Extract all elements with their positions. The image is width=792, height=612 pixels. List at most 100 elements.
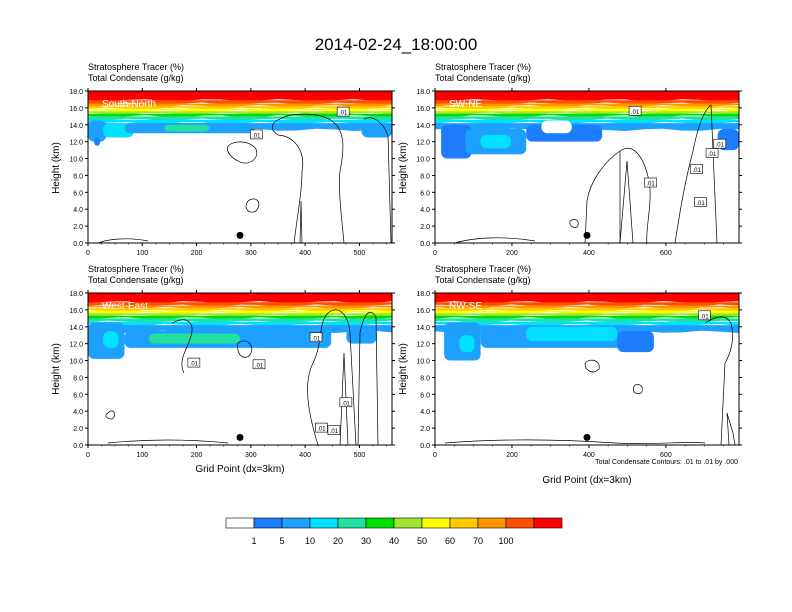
- contour-label-box: [628, 105, 642, 116]
- tracer-band: [88, 305, 392, 310]
- tracer-field: [435, 91, 739, 243]
- y-tick-label: 4.0: [420, 207, 430, 214]
- x-tick-label: 200: [506, 250, 518, 257]
- condensate-contour: [357, 312, 379, 445]
- y-tick-label: 4.0: [73, 409, 83, 416]
- y-tick-label: 4.0: [420, 409, 430, 416]
- colorbar-swatch: [505, 517, 535, 529]
- y-tick-label: 0.0: [73, 443, 83, 450]
- tracer-blob: [88, 120, 107, 142]
- y-tick-label: 2.0: [420, 426, 430, 433]
- colorbar-label: 20: [333, 536, 343, 546]
- tracer-band: [88, 108, 392, 113]
- contour-label-box: [315, 422, 328, 433]
- condensate-contour: [726, 412, 736, 445]
- contour-label-box: [309, 332, 323, 343]
- tracer-band: [88, 91, 392, 102]
- location-marker: [583, 433, 591, 441]
- contour-label: .01: [252, 133, 261, 139]
- x-tick-label: 600: [660, 250, 672, 257]
- contour-label: .01: [646, 182, 655, 188]
- tracer-field: [88, 293, 392, 445]
- x-tick-label: 200: [506, 452, 518, 459]
- x-tick-label: 300: [245, 250, 257, 257]
- y-tick-label: 2.0: [73, 426, 83, 433]
- contour-label: .01: [317, 427, 326, 433]
- tracer-band: [435, 91, 739, 102]
- y-tick-label: 16.0: [416, 106, 430, 113]
- tracer-blob: [255, 326, 332, 348]
- contour-label: .01: [342, 401, 351, 407]
- tracer-band: [435, 293, 739, 304]
- x-tick-label: 300: [245, 452, 257, 459]
- tracer-blob: [148, 333, 240, 344]
- x-tick-label: 500: [354, 452, 366, 459]
- x-tick-label: 200: [191, 452, 203, 459]
- y-tick-label: 2.0: [73, 224, 83, 231]
- y-tick-label: 10.0: [69, 157, 83, 164]
- x-tick-label: 0: [86, 250, 90, 257]
- tracer-band: [88, 318, 392, 323]
- x-tick-label: 500: [354, 250, 366, 257]
- colorbar-label: 5: [279, 536, 284, 546]
- contour-label-box: [698, 310, 711, 321]
- tracer-blob: [480, 134, 511, 149]
- y-tick-label: 6.0: [420, 190, 430, 197]
- contour-label-box: [252, 359, 266, 370]
- condensate-contour: [444, 439, 706, 444]
- condensate-contour: [674, 104, 718, 243]
- colorbar-label: 50: [417, 536, 427, 546]
- y-tick-label: 14.0: [69, 325, 83, 332]
- panel-label: South-North: [102, 99, 156, 110]
- y-tick-label: 12.0: [69, 342, 83, 349]
- contour-label-box: [713, 138, 727, 149]
- condensate-contour: [107, 439, 229, 444]
- y-tick-label: 8.0: [73, 375, 83, 382]
- condensate-contour: [171, 319, 193, 374]
- condensate-contour: [569, 219, 579, 228]
- colorbar-swatch: [281, 517, 311, 529]
- tracer-band: [435, 106, 739, 110]
- y-tick-label: 14.0: [69, 123, 83, 130]
- y-tick-label: 6.0: [73, 190, 83, 197]
- panel-west-east: Stratosphere Tracer (%) Total Condensate…: [51, 264, 395, 475]
- contour-label-box: [690, 164, 703, 174]
- figure-title: 2014-02-24_18:00:00: [315, 35, 478, 54]
- colorbar-swatch: [449, 517, 479, 529]
- contour-label: .01: [312, 336, 321, 342]
- x-tick-label: 600: [660, 452, 672, 459]
- colorbar-label: 40: [389, 536, 399, 546]
- condensate-contour: [584, 359, 600, 373]
- y-tick-label: 12.0: [416, 342, 430, 349]
- plot-frame: [434, 90, 740, 244]
- y-tick-label: 14.0: [416, 123, 430, 130]
- y-tick-label: 4.0: [73, 207, 83, 214]
- tracer-blob: [103, 331, 119, 348]
- contour-label-box: [187, 357, 201, 368]
- tracer-blob: [94, 137, 101, 146]
- plot-area: South-North .01 .01 0.0 2.0 4.0 6.0 8.0 10.0 12.0…: [69, 88, 395, 257]
- location-marker: [236, 433, 244, 441]
- x-tick-label: 400: [583, 452, 595, 459]
- colorbar-swatch: [421, 517, 451, 529]
- x-tick-label: 100: [136, 452, 148, 459]
- colorbar-label: 70: [473, 536, 483, 546]
- condensate-contour: [633, 384, 643, 394]
- contour-label: .01: [339, 111, 348, 117]
- y-tick-label: 0.0: [420, 241, 430, 248]
- contour-label: .01: [255, 363, 264, 369]
- panel-title-line2: Total Condensate (g/kg): [435, 73, 531, 83]
- tracer-blob: [441, 124, 472, 159]
- contour-label-box: [705, 148, 719, 158]
- tracer-blob: [164, 124, 210, 132]
- x-tick-label: 200: [191, 250, 203, 257]
- location-marker: [583, 231, 591, 239]
- panel-title-line1: Stratosphere Tracer (%): [435, 264, 531, 274]
- plot-area: NW-SE .01 0.0 2.0 4.0 6.0 8.0 10.0 12.0 14.0 16.0 1…: [416, 290, 742, 459]
- plot-frame: [434, 292, 740, 446]
- colorbar-swatch: [393, 517, 423, 529]
- contour-label: .01: [708, 152, 717, 158]
- contour-label-box: [327, 425, 341, 435]
- y-tick-label: 10.0: [69, 359, 83, 366]
- colorbar-label: 1: [251, 536, 256, 546]
